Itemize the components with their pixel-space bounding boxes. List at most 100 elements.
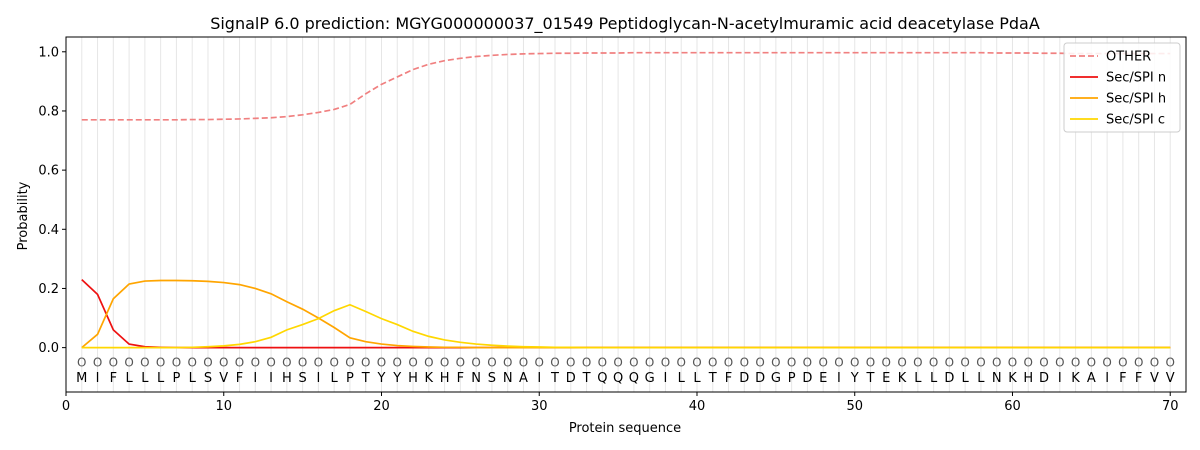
grid-lines [81, 37, 1171, 392]
predicted-label: O [219, 355, 228, 369]
predicted-label: O [1008, 355, 1017, 369]
predicted-label: O [724, 355, 733, 369]
sequence-residue: F [1119, 371, 1126, 386]
legend-box [1063, 42, 1181, 133]
sequence-residue: Q [597, 371, 607, 386]
predicted-label: O [866, 355, 875, 369]
sequence-residue: F [110, 371, 117, 386]
predicted-label: O [598, 355, 607, 369]
legend-label: OTHER [1106, 50, 1151, 65]
x-tick-label: 40 [689, 399, 706, 414]
predicted-label: O [298, 355, 307, 369]
x-tick-label: 20 [373, 399, 390, 414]
predicted-label: O [913, 355, 922, 369]
y-tick-label: 1.0 [38, 45, 59, 60]
sequence-residue: I [253, 371, 257, 386]
predicted-label: O [550, 355, 559, 369]
y-tick-label: 0.8 [38, 104, 59, 119]
sequence-residue: L [914, 371, 922, 386]
sequence-residue: L [977, 371, 985, 386]
sequence-residue: D [755, 371, 765, 386]
sequence-residue: K [1008, 371, 1017, 386]
x-tick-label: 70 [1162, 399, 1179, 414]
sequence-residue: M [76, 371, 87, 386]
sequence-residue: L [331, 371, 339, 386]
predicted-label: O [1039, 355, 1048, 369]
sequence-residue: N [503, 371, 513, 386]
sequence-residue: I [316, 371, 320, 386]
sequence-residue: F [457, 371, 464, 386]
legend: OTHER Sec/SPI n Sec/SPI h Sec/SPI c [1063, 42, 1181, 133]
sequence-residue: Y [377, 371, 386, 386]
x-tick-label: 0 [62, 399, 70, 414]
predicted-label: O [124, 355, 133, 369]
predicted-label: O [1102, 355, 1111, 369]
y-tick-label: 0.6 [38, 164, 59, 179]
sequence-residue: L [157, 371, 165, 386]
sequence-residue: L [693, 371, 701, 386]
predicted-label: O [882, 355, 891, 369]
series-lines [81, 51, 1171, 349]
predicted-label: O [440, 355, 449, 369]
sequence-residue: T [550, 371, 559, 386]
predicted-label: O [251, 355, 260, 369]
predicted-label: O [676, 355, 685, 369]
sequence-residue: P [346, 371, 354, 386]
predicted-label: O [1071, 355, 1080, 369]
predicted-label: O [1150, 355, 1159, 369]
chart-title: SignalP 6.0 prediction: MGYG000000037_01… [210, 14, 1040, 34]
predicted-label: O [156, 355, 165, 369]
predicted-label: O [992, 355, 1001, 369]
sequence-residue: H [440, 371, 450, 386]
predicted-label: O [109, 355, 118, 369]
predicted-label: O [771, 355, 780, 369]
series-line-sec-spi-h [81, 279, 1171, 349]
sequence-residue: A [519, 371, 528, 386]
y-tick-label: 0.2 [38, 282, 59, 297]
predicted-label: O [329, 355, 338, 369]
sequence-residue: L [189, 371, 197, 386]
predicted-label: O [1024, 355, 1033, 369]
sequence-residue: H [282, 371, 292, 386]
predicted-label: O [393, 355, 402, 369]
sequence-residue: V [219, 371, 228, 386]
predicted-label: O [361, 355, 370, 369]
predicted-label: O [1134, 355, 1143, 369]
predicted-label: O [755, 355, 764, 369]
sequence-residue: T [582, 371, 591, 386]
predicted-label: O [140, 355, 149, 369]
axes: 0 10 20 30 40 50 60 70 0.0 0.2 0.4 0.6 0.8 1.0 [38, 45, 1178, 414]
predicted-label: O [187, 355, 196, 369]
predicted-label: O [582, 355, 591, 369]
sequence-residue: V [1150, 371, 1159, 386]
sequence-residue: K [425, 371, 434, 386]
predicted-label: O [661, 355, 670, 369]
sequence-residue: H [1023, 371, 1033, 386]
x-tick-label: 30 [531, 399, 548, 414]
predicted-label: O [235, 355, 244, 369]
predicted-label: O [408, 355, 417, 369]
predicted-label: O [976, 355, 985, 369]
legend-label: Sec/SPI n [1106, 71, 1166, 86]
predicted-label: O [1087, 355, 1096, 369]
sequence-residue: T [361, 371, 370, 386]
predicted-label: O [377, 355, 386, 369]
y-axis-title: Probability [16, 181, 31, 250]
predicted-label: O [897, 355, 906, 369]
sequence-residue: D [739, 371, 749, 386]
predicted-label: O [708, 355, 717, 369]
sequence-residue: I [664, 371, 668, 386]
sequence-residue: L [141, 371, 149, 386]
predicted-label: O [203, 355, 212, 369]
sequence-residue: Q [613, 371, 623, 386]
plot-frame [65, 36, 1187, 393]
predicted-label: O [503, 355, 512, 369]
predicted-label: O [692, 355, 701, 369]
predicted-label: O [850, 355, 859, 369]
sequence-residue: Y [392, 371, 401, 386]
predicted-label: O [787, 355, 796, 369]
predicted-label: O [487, 355, 496, 369]
sequence-residue: D [1039, 371, 1049, 386]
sequence-residue: F [236, 371, 243, 386]
